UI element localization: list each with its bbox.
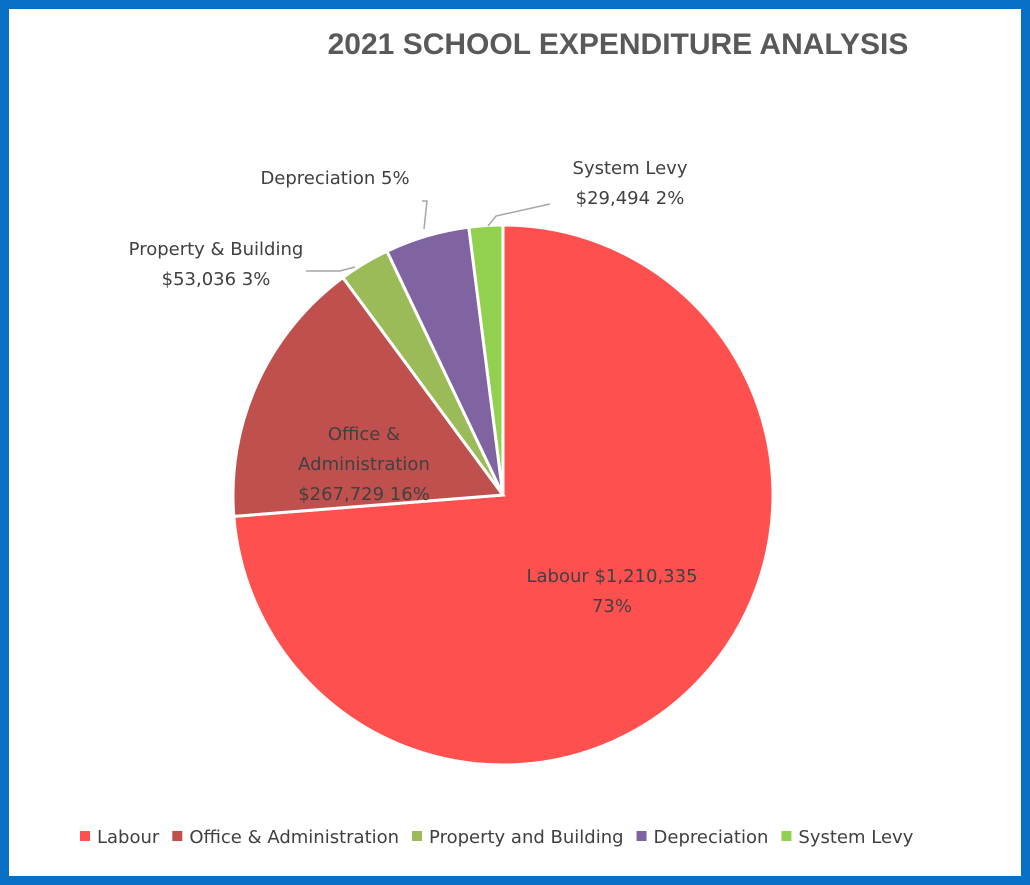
data-label-labour: Labour $1,210,335 73% — [526, 566, 697, 617]
legend-swatch-labour — [80, 831, 90, 841]
legend: Labour Office & Administration Property an… — [80, 827, 914, 848]
leader-line-property-and-building — [306, 266, 356, 272]
legend-label-labour: Labour — [97, 827, 160, 848]
legend-label-property-and-building: Property and Building — [429, 827, 624, 848]
slice-labels: Labour $1,210,335 73% Office & Administrati… — [129, 158, 698, 617]
chart-title: 2021 SCHOOL EXPENDITURE ANALYSIS — [328, 28, 909, 61]
data-label-system-levy: System Levy $29,494 2% — [573, 158, 688, 209]
data-label-depreciation: Depreciation 5% — [260, 168, 409, 189]
legend-swatch-property-and-building — [412, 831, 423, 841]
leader-line-depreciation — [422, 200, 428, 230]
leader-line-system-levy — [487, 203, 551, 227]
data-label-property-and-building: Property & Building $53,036 3% — [129, 239, 304, 290]
legend-swatch-office-and-administration — [172, 831, 183, 841]
slice-office-and-administration — [231, 275, 506, 519]
legend-label-depreciation: Depreciation — [654, 827, 769, 848]
leader-lines — [306, 200, 551, 272]
legend-label-system-levy: System Levy — [798, 827, 913, 848]
data-label-office-and-administration: Office & Administration $267,729 16% — [298, 424, 430, 505]
slice-system-levy — [467, 223, 505, 496]
pie-slices — [231, 223, 775, 767]
legend-swatch-system-levy — [781, 831, 792, 841]
legend-swatch-depreciation — [636, 831, 647, 841]
legend-label-office-and-administration: Office & Administration — [189, 827, 399, 848]
